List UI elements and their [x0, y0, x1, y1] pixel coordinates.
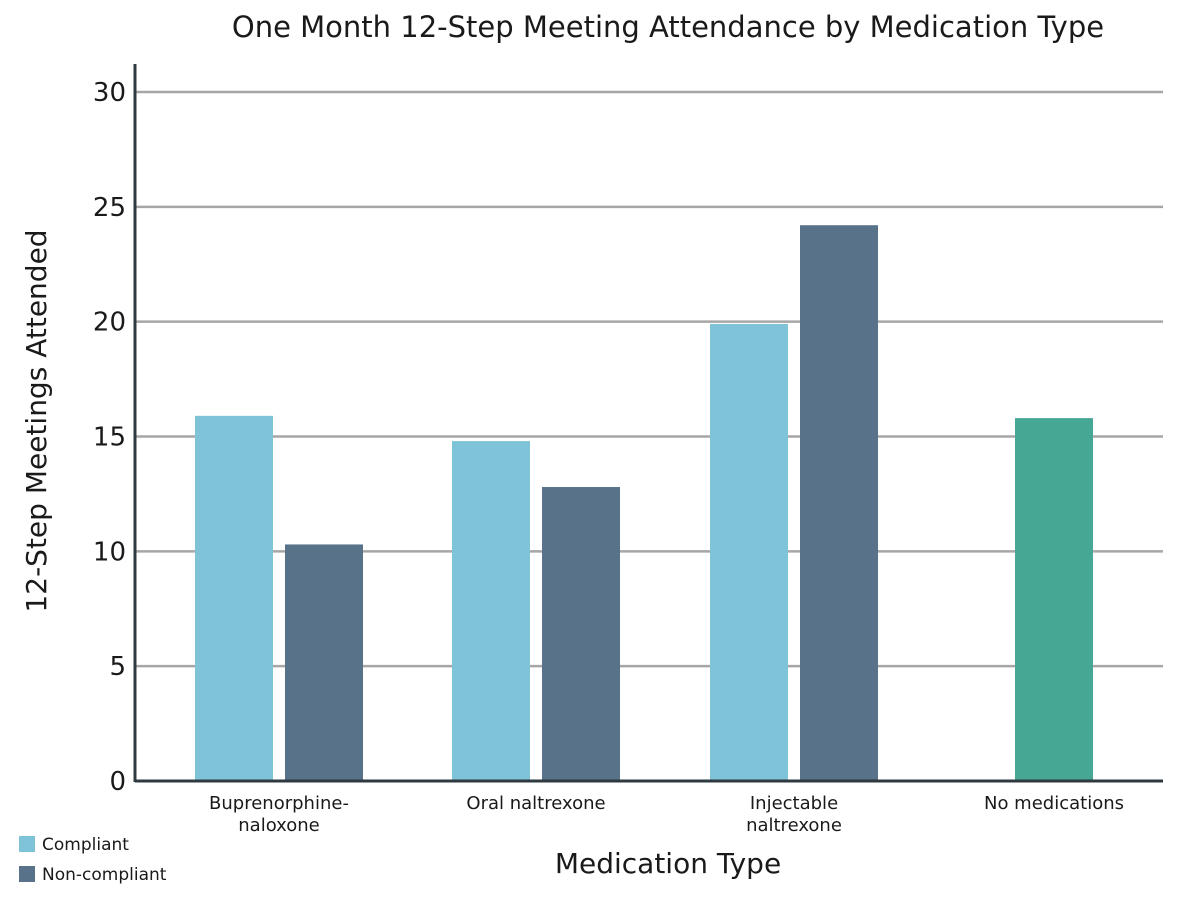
bar-non-compliant: [285, 544, 363, 781]
x-tick-label-line: No medications: [984, 793, 1124, 814]
y-tick-label: 20: [93, 308, 126, 338]
x-tick-label-line: Oral naltrexone: [466, 793, 605, 814]
bars: [195, 225, 1093, 781]
bar-compliant: [195, 415, 273, 781]
y-tick-label: 30: [93, 78, 126, 108]
x-tick-label: Oral naltrexone: [466, 793, 605, 814]
x-tick-label: Injectable naltrexone: [746, 793, 842, 836]
y-tick-label: 0: [109, 767, 126, 797]
bar-compliant: [710, 323, 788, 781]
x-tick-label-line: Injectable: [750, 793, 838, 814]
x-axis-label: Medication Type: [555, 847, 781, 880]
x-tick-label-line: naltrexone: [746, 815, 842, 836]
y-tick-label: 15: [93, 423, 126, 453]
chart-title: One Month 12-Step Meeting Attendance by …: [232, 10, 1104, 44]
y-tick-labels: 0 5 10 15 20 25 30: [93, 78, 126, 797]
legend-label: Compliant: [42, 835, 129, 855]
bar-compliant: [452, 441, 530, 781]
x-tick-label-line: naloxone: [238, 815, 320, 836]
y-tick-label: 5: [109, 652, 126, 682]
bar-non-compliant: [542, 487, 620, 781]
legend: Compliant Non-compliant: [19, 835, 167, 885]
legend-swatch: [19, 836, 35, 852]
y-tick-label: 25: [93, 193, 126, 223]
x-tick-label: No medications: [984, 793, 1124, 814]
bar-no-medications: [1015, 418, 1093, 781]
legend-swatch: [19, 866, 35, 882]
x-tick-label: Buprenorphine-naloxone: [209, 793, 349, 836]
legend-label: Non-compliant: [42, 865, 167, 885]
y-axis-label: 12-Step Meetings Attended: [20, 229, 53, 612]
x-tick-labels: Buprenorphine-naloxone Oral naltrexone Inj…: [209, 793, 1124, 836]
bar-non-compliant: [800, 225, 878, 781]
y-tick-label: 10: [93, 537, 126, 567]
x-tick-label-line: Buprenorphine-: [209, 793, 349, 814]
